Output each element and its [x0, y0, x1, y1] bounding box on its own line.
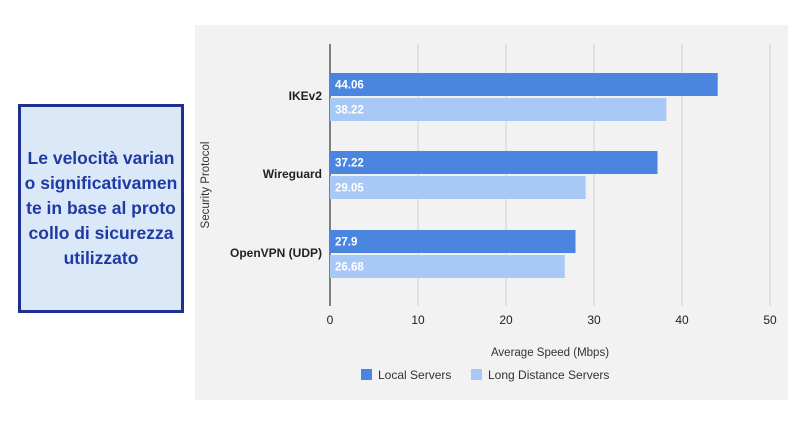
bar: [330, 73, 718, 96]
category-label: IKEv2: [289, 89, 323, 103]
category-label: Wireguard: [263, 167, 322, 181]
bar: [330, 255, 565, 278]
x-tick-label: 10: [411, 313, 425, 327]
legend-swatch: [471, 369, 482, 380]
data-label: 44.06: [335, 80, 364, 92]
callout-text: Le velocità variano significativamente i…: [24, 148, 178, 268]
data-label: 29.05: [335, 183, 364, 195]
bar: [330, 230, 576, 253]
x-tick-label: 50: [763, 313, 777, 327]
legend-label: Long Distance Servers: [488, 368, 609, 382]
data-label: 27.9: [335, 237, 357, 249]
bar: [330, 98, 667, 121]
x-axis-title: Average Speed (Mbps): [491, 347, 609, 359]
bar: [330, 176, 586, 199]
category-label: OpenVPN (UDP): [230, 246, 322, 260]
data-label: 37.22: [335, 158, 364, 170]
x-tick-label: 20: [499, 313, 513, 327]
bar: [330, 151, 658, 174]
legend-swatch: [361, 369, 372, 380]
legend-label: Local Servers: [378, 368, 451, 382]
callout-box: Le velocità variano significativamente i…: [18, 104, 184, 313]
data-label: 38.22: [335, 105, 364, 117]
x-tick-label: 30: [587, 313, 601, 327]
y-axis-title: Security Protocol: [200, 142, 212, 229]
data-label: 26.68: [335, 262, 364, 274]
x-tick-label: 40: [675, 313, 689, 327]
x-tick-label: 0: [327, 313, 334, 327]
